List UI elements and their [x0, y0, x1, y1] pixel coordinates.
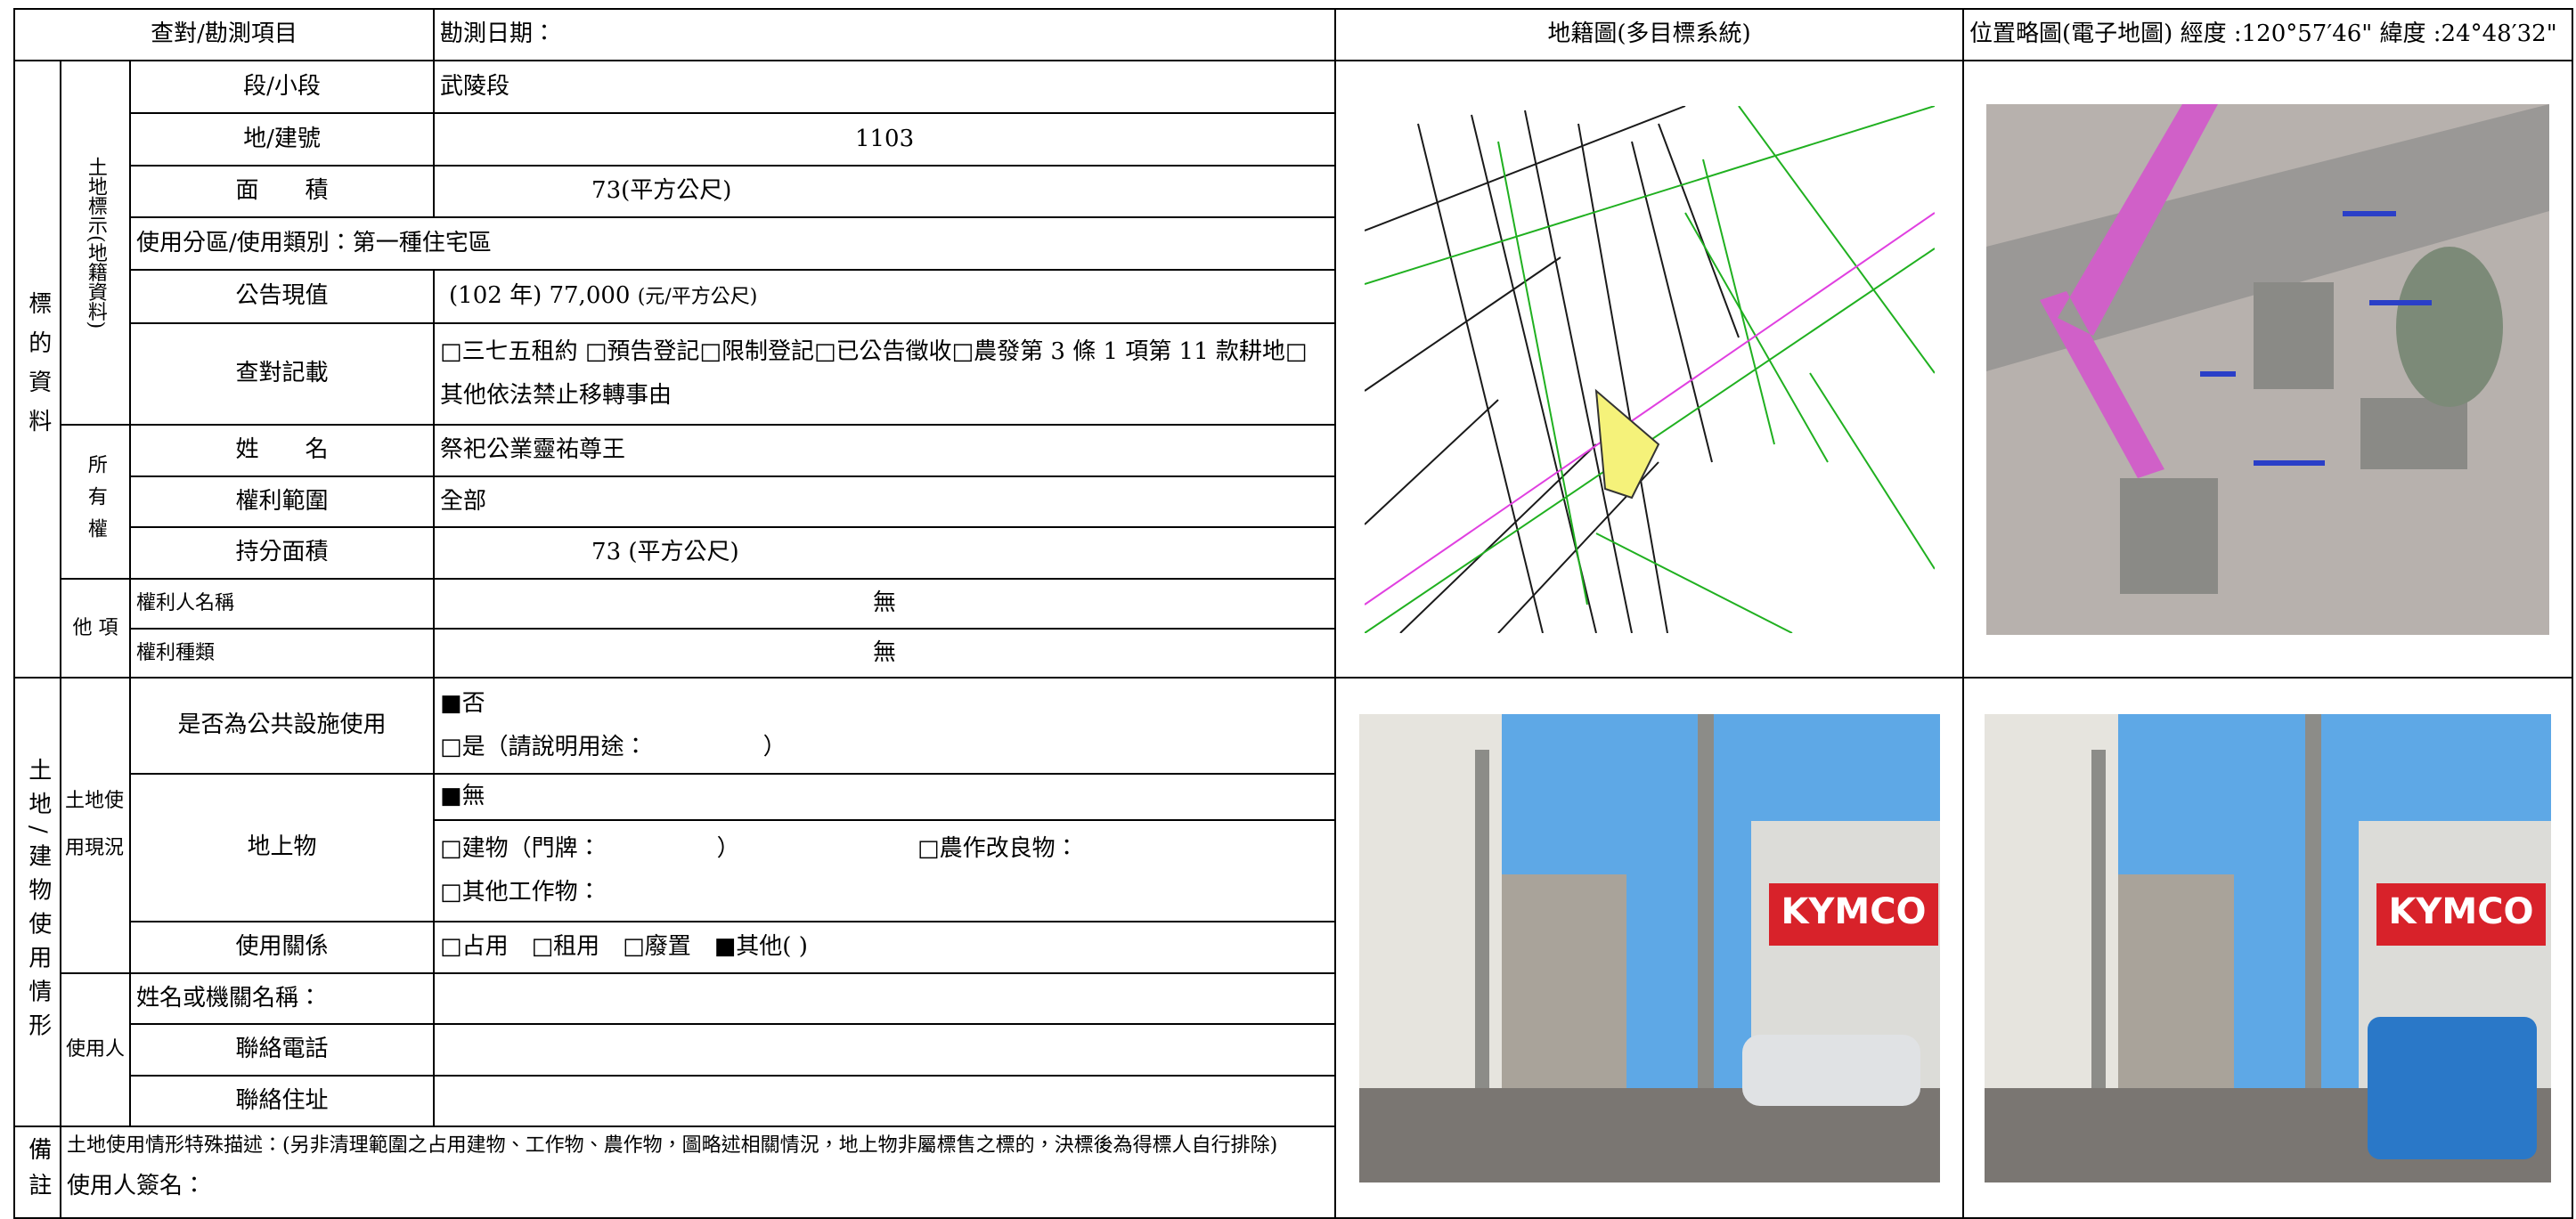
value: 無: [433, 628, 1337, 679]
option: □是（請說明用途： ）: [440, 734, 787, 760]
zoning: 使用分區/使用類別：第一種住宅區: [128, 216, 1337, 271]
map-image: [1364, 105, 1935, 633]
svg-text:KYMCO: KYMCO: [2388, 891, 2533, 932]
map-header: 地籍圖(多目標系統): [1334, 8, 1965, 61]
label: 權利種類: [128, 628, 436, 679]
option: □其他工作物：: [440, 879, 601, 906]
label: 姓名或機關名稱：: [128, 972, 436, 1025]
label: 公告現值: [128, 269, 436, 324]
label: 使用關係: [128, 921, 436, 974]
option: □建物（門牌： ）: [440, 834, 740, 862]
value-cell: ■否 □是（請說明用途： ）: [433, 677, 1337, 775]
remarks-title: 備註: [13, 1126, 61, 1219]
label: 地/建號: [128, 112, 436, 167]
usage-title: 土地/建物使用情形: [13, 677, 61, 1127]
location-header: 位置略圖(電子地圖) 經度 :120°57′46" 緯度 :24°48′32": [1962, 8, 2574, 61]
value: [433, 1023, 1337, 1077]
label: 段/小段: [128, 60, 436, 114]
value: 祭祀公業靈祐尊王: [433, 424, 1337, 477]
value: 無: [433, 578, 1337, 630]
value: □占用 □租用 □廢置 ■其他( ): [433, 921, 1337, 974]
label: 權利人名稱: [128, 578, 436, 630]
photo-cell: KYMCO: [1334, 677, 1965, 1219]
value: [433, 1075, 1337, 1127]
value: □三七五租約 □預告登記□限制登記□已公告徵收□農發第 3 條 1 項第 11 …: [433, 322, 1337, 426]
land-title: 土地標示(地籍資料): [60, 60, 131, 426]
value-cell: □建物（門牌： ） □農作改良物： □其他工作物：: [433, 819, 1337, 922]
date-header: 勘測日期：: [433, 8, 1337, 61]
label: 面 積: [128, 165, 436, 218]
location-map: [1962, 60, 2574, 679]
label: 聯絡電話: [128, 1023, 436, 1077]
value: (102 年) 77,000: [449, 282, 631, 310]
photo-cell: KYMCO: [1962, 677, 2574, 1219]
site-photo: KYMCO: [1358, 713, 1940, 1182]
value: 武陵段: [433, 60, 1337, 114]
value-cell: (102 年) 77,000 (元/平方公尺): [433, 269, 1337, 324]
svg-text:KYMCO: KYMCO: [1781, 891, 1926, 932]
other-rights-title: 他 項: [60, 578, 131, 679]
option-row: □建物（門牌： ） □農作改良物：: [440, 827, 1329, 871]
value: 全部: [433, 475, 1337, 528]
value: [433, 972, 1337, 1025]
value: 1103: [433, 112, 1337, 167]
label: 權利範圍: [128, 475, 436, 528]
label: 查對記載: [128, 322, 436, 426]
item-header: 查對/勘測項目: [12, 8, 436, 61]
subject-title: 標的資料: [13, 60, 61, 679]
ownership-title: 所有權: [60, 424, 131, 580]
remarks-cell: 土地使用情形特殊描述：(另非清理範圍之占用建物、工作物、農作物，圖略述相關情況，…: [59, 1126, 1337, 1219]
option: ■無: [433, 773, 1337, 821]
signature: 使用人簽名：: [67, 1172, 207, 1199]
current-title: 土地使用現況: [60, 677, 131, 974]
option: ■否: [440, 689, 485, 717]
label: 姓 名: [128, 424, 436, 477]
label: 聯絡住址: [128, 1075, 436, 1127]
value: 73 (平方公尺): [433, 526, 1337, 580]
label: 地上物: [128, 773, 436, 922]
survey-form: 查對/勘測項目 勘測日期： 地籍圖(多目標系統) 位置略圖(電子地圖) 經度 :…: [12, 8, 2574, 1219]
site-photo: KYMCO: [1985, 713, 2552, 1182]
cadastral-map: [1334, 60, 1965, 679]
aerial-image: [1986, 103, 2550, 635]
unit: (元/平方公尺): [637, 286, 758, 309]
label: 持分面積: [128, 526, 436, 580]
value: 73(平方公尺): [433, 165, 1337, 218]
label: 是否為公共設施使用: [128, 677, 436, 775]
option: □農作改良物：: [917, 834, 1079, 862]
description: 土地使用情形特殊描述：(另非清理範圍之占用建物、工作物、農作物，圖略述相關情況，…: [67, 1134, 1278, 1157]
user-title: 使用人: [60, 972, 131, 1127]
